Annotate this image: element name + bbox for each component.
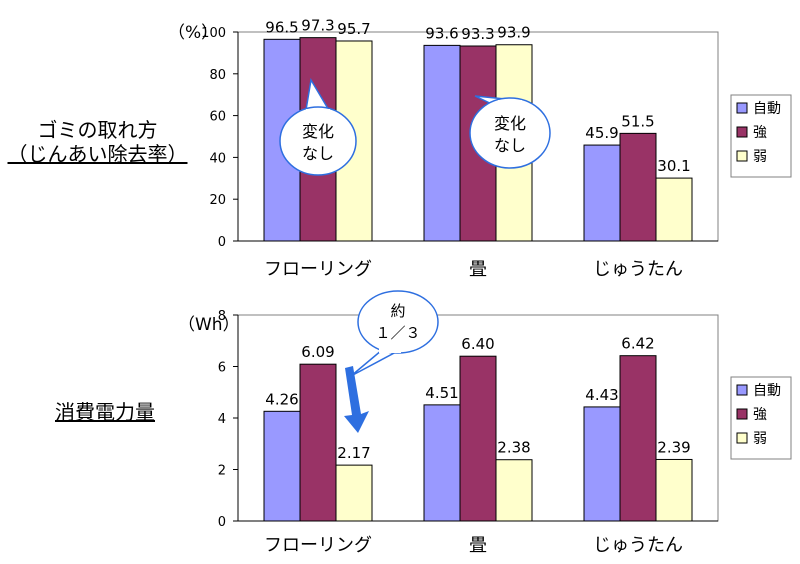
callout-bottom-tail — [350, 349, 399, 377]
x-category-label: フローリング — [264, 535, 372, 556]
y-unit-label: （%） — [168, 23, 218, 43]
legend-label: 自動 — [753, 101, 781, 117]
callout-top-right — [469, 97, 551, 169]
legend-label: 弱 — [753, 149, 767, 165]
y-tick-label: 40 — [209, 151, 226, 166]
callout-bottom-text: １／３ — [375, 324, 420, 342]
y-unit-label: （Wh） — [178, 315, 240, 335]
bar-value-label: 45.9 — [585, 124, 618, 142]
bar — [495, 459, 533, 522]
legend-label: 強 — [753, 125, 767, 141]
y-tick-label: 8 — [218, 309, 226, 324]
bar-value-label: 97.3 — [301, 17, 334, 35]
top-metric-subtitle: （じんあい除去率） — [7, 142, 188, 166]
bar-value-label: 93.9 — [497, 24, 530, 42]
bar — [619, 132, 657, 242]
bar-value-label: 4.26 — [265, 390, 298, 408]
y-tick-label: 4 — [218, 412, 226, 427]
callout-bottom — [357, 290, 439, 354]
x-category-label: 畳 — [469, 259, 487, 280]
bar-value-label: 51.5 — [621, 112, 654, 130]
bar — [335, 464, 373, 522]
bar-value-label: 2.38 — [497, 439, 530, 457]
x-category-label: フローリング — [264, 259, 372, 280]
bar — [619, 355, 657, 522]
x-category-label: じゅうたん — [593, 259, 683, 280]
callout-bottom-text: 約 — [390, 302, 405, 320]
legend-swatch — [736, 384, 748, 396]
bottom-metric-title: 消費電力量 — [55, 400, 155, 424]
y-tick-label: 6 — [218, 361, 226, 376]
bar-value-label: 95.7 — [337, 20, 370, 38]
bar — [655, 177, 693, 242]
bar — [263, 410, 301, 522]
legend-swatch — [736, 150, 748, 162]
bottom-metric-label: 消費電力量 — [35, 400, 175, 424]
legend-label: 強 — [753, 407, 767, 423]
y-tick-label: 100 — [201, 26, 226, 41]
bar-value-label: 93.6 — [425, 24, 458, 42]
legend-swatch — [736, 126, 748, 138]
top-metric-title: ゴミの取れ方 — [37, 118, 158, 142]
x-category-label: 畳 — [469, 535, 487, 556]
callout-top-right-text: なし — [494, 136, 526, 155]
legend-label: 自動 — [753, 383, 781, 399]
bar-value-label: 4.43 — [585, 386, 618, 404]
callout-top-left — [279, 106, 357, 176]
callout-bottom-tail-cover — [379, 345, 401, 353]
bar — [583, 144, 621, 242]
legend-swatch — [736, 408, 748, 420]
down-arrow-icon — [344, 366, 369, 433]
callout-top-left-text: 変化 — [302, 122, 334, 141]
legend-label: 弱 — [753, 431, 767, 447]
callout-top-right-text: 変化 — [494, 114, 526, 133]
bar — [459, 355, 497, 522]
bar-value-label: 2.17 — [337, 444, 370, 462]
top-metric-label: ゴミの取れ方 （じんあい除去率） — [5, 118, 190, 166]
y-tick-label: 80 — [209, 68, 226, 83]
y-tick-label: 0 — [218, 235, 226, 250]
bar-value-label: 30.1 — [657, 157, 690, 175]
bar-value-label: 6.42 — [621, 335, 654, 353]
bar-value-label: 93.3 — [461, 25, 494, 43]
bar — [299, 363, 337, 522]
legend-swatch — [736, 102, 748, 114]
callout-top-left-tail-cover — [306, 109, 330, 117]
bar-value-label: 6.09 — [301, 343, 334, 361]
bar-value-label: 4.51 — [425, 384, 458, 402]
bar — [583, 406, 621, 522]
callout-top-left-text: なし — [302, 144, 334, 163]
legend-swatch — [736, 432, 748, 444]
y-tick-label: 2 — [218, 464, 226, 479]
bar — [423, 404, 461, 522]
bar-value-label: 6.40 — [461, 335, 494, 353]
bar-value-label: 96.5 — [265, 18, 298, 36]
x-category-label: じゅうたん — [593, 535, 683, 556]
bar-value-label: 2.39 — [657, 438, 690, 456]
y-tick-label: 20 — [209, 193, 226, 208]
y-tick-label: 60 — [209, 110, 226, 125]
y-tick-label: 0 — [218, 515, 226, 530]
bar — [655, 458, 693, 522]
bar — [423, 44, 461, 242]
callout-top-right-tail-cover — [498, 100, 522, 108]
